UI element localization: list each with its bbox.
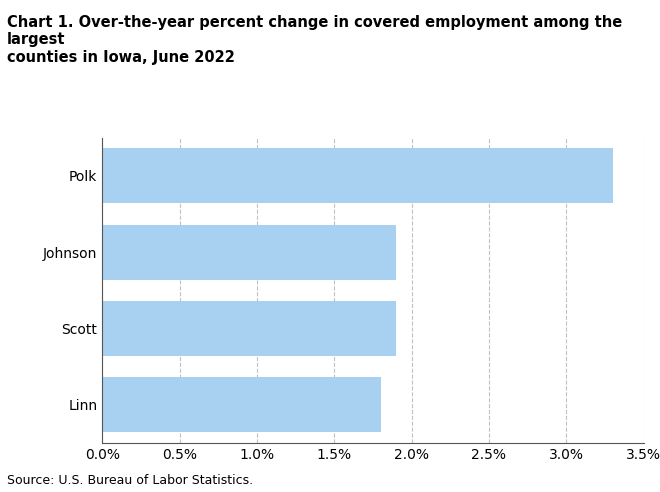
Text: Source: U.S. Bureau of Labor Statistics.: Source: U.S. Bureau of Labor Statistics. xyxy=(7,474,253,487)
Bar xyxy=(102,301,396,356)
Text: Chart 1. Over-the-year percent change in covered employment among the largest
co: Chart 1. Over-the-year percent change in… xyxy=(7,15,622,64)
Bar xyxy=(102,149,612,203)
Bar xyxy=(102,377,381,432)
Bar xyxy=(102,225,396,279)
